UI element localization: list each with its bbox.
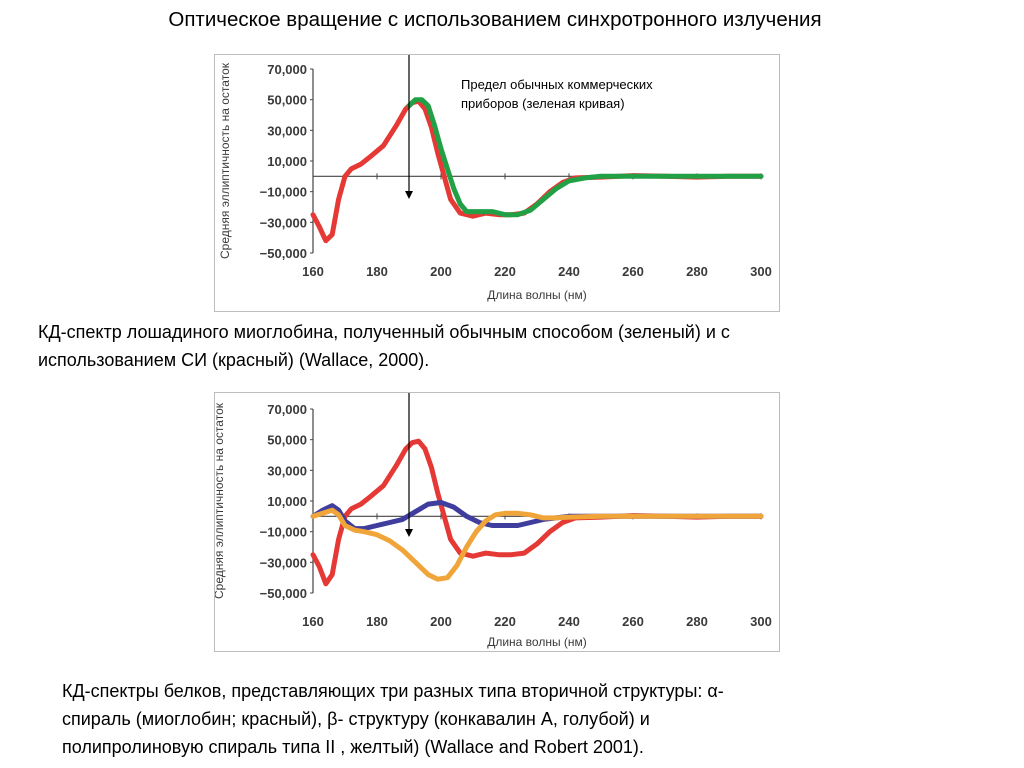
cd-spectrum-chart-secondary-structures: 160 180 200 220 240 260 280 300 70,000 50,000 30,0…: [214, 392, 780, 652]
x-axis-label: Длина волны (нм): [487, 635, 587, 649]
y-tick-label: −30,000: [260, 555, 307, 570]
annotation-line-2: приборов (зеленая кривая): [461, 96, 625, 111]
y-tick-label: −30,000: [260, 215, 307, 230]
caption-2-line-3: полипролиновую спираль типа II , желтый)…: [62, 737, 644, 757]
y-tick-label: −10,000: [260, 185, 307, 200]
caption-1-line-1: КД-спектр лошадиного миоглобина, получен…: [38, 322, 730, 342]
y-tick-label: 70,000: [267, 402, 307, 417]
caption-2-line-2: спираль (миоглобин; красный), β- структу…: [62, 709, 650, 729]
caption-1: КД-спектр лошадиного миоглобина, получен…: [38, 318, 730, 374]
x-tick-label: 300: [750, 614, 772, 629]
y-tick-label: 10,000: [267, 154, 307, 169]
x-tick-label: 200: [430, 614, 452, 629]
chart-2-svg: 160 180 200 220 240 260 280 300 70,000 50,000 30,0…: [215, 393, 772, 649]
y-axis-label: Средняя эллиптичность на остаток: [218, 62, 232, 259]
x-tick-label: 180: [366, 264, 388, 279]
caption-2-line-1: КД-спектры белков, представляющих три ра…: [62, 681, 724, 701]
x-tick-label: 160: [302, 614, 324, 629]
slide-title: Оптическое вращение с использованием син…: [168, 8, 822, 31]
x-tick-label: 200: [430, 264, 452, 279]
series-line-0: [310, 438, 764, 587]
instrument-limit-annotation: Предел обычных коммерческих приборов (зе…: [461, 75, 653, 113]
caption-2: КД-спектры белков, представляющих три ра…: [62, 677, 724, 761]
x-tick-label: 260: [622, 264, 644, 279]
y-tick-label: −10,000: [260, 525, 307, 540]
x-tick-label: 220: [494, 264, 516, 279]
series-line-2: [310, 507, 764, 582]
x-tick-label: 260: [622, 614, 644, 629]
y-tick-label: −50,000: [260, 586, 307, 601]
x-tick-label: 220: [494, 614, 516, 629]
y-tick-label: 70,000: [267, 62, 307, 77]
annotation-line-1: Предел обычных коммерческих: [461, 77, 653, 92]
x-tick-label: 280: [686, 614, 708, 629]
x-tick-label: 180: [366, 614, 388, 629]
x-tick-label: 160: [302, 264, 324, 279]
y-tick-label: −50,000: [260, 246, 307, 261]
series-line-0: [310, 98, 764, 244]
caption-1-line-2: использованием СИ (красный) (Wallace, 20…: [38, 350, 430, 370]
cd-spectrum-chart-myoglobin: 160 180 200 220 240 260 280 300 70,000 50,000 30,0…: [214, 54, 780, 312]
x-axis-label: Длина волны (нм): [487, 288, 587, 302]
series-line-1: [406, 97, 764, 218]
x-tick-label: 240: [558, 264, 580, 279]
x-tick-label: 240: [558, 614, 580, 629]
chart-1-svg: 160 180 200 220 240 260 280 300 70,000 50,000 30,0…: [218, 55, 772, 302]
x-tick-label: 280: [686, 264, 708, 279]
y-tick-label: 30,000: [267, 463, 307, 478]
y-tick-label: 50,000: [267, 433, 307, 448]
y-tick-label: 30,000: [267, 123, 307, 138]
x-tick-label: 300: [750, 264, 772, 279]
arrow-head: [405, 529, 413, 537]
y-tick-label: 10,000: [267, 494, 307, 509]
y-axis-label: Средняя эллиптичность на остаток: [215, 402, 226, 599]
y-tick-label: 50,000: [267, 93, 307, 108]
arrow-head: [405, 191, 413, 199]
